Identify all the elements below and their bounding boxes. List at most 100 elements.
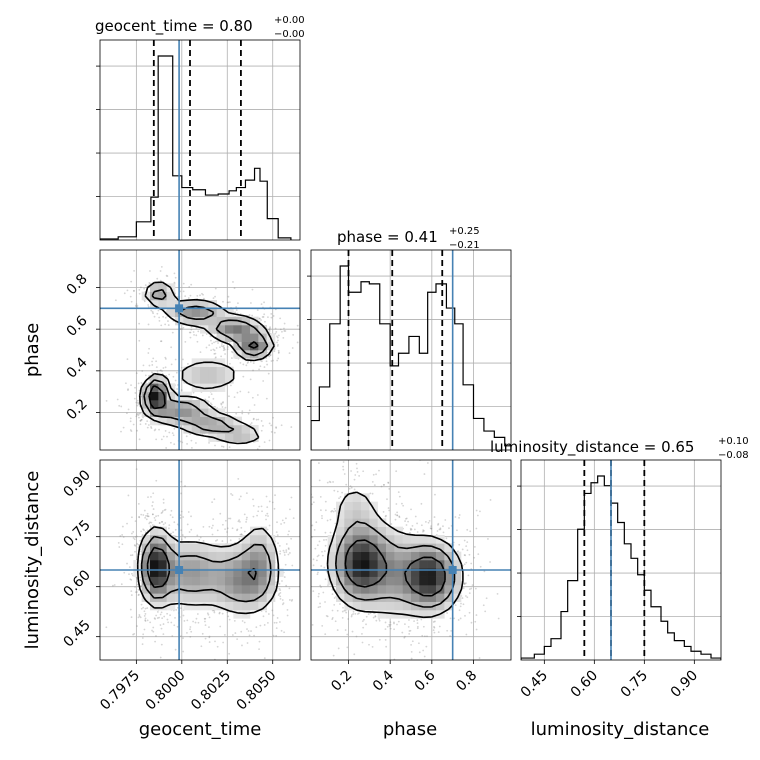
density-cell: [216, 425, 226, 434]
sample-point: [382, 483, 385, 486]
sample-point: [193, 333, 195, 336]
sample-point: [164, 316, 167, 319]
sample-point: [272, 416, 274, 419]
sample-point: [176, 625, 179, 628]
sample-point: [267, 372, 270, 375]
sample-point: [422, 649, 425, 652]
density-cell: [208, 576, 217, 586]
sample-point: [251, 396, 254, 399]
density-cell: [200, 366, 209, 376]
sample-point: [157, 309, 160, 312]
sample-point: [262, 615, 265, 618]
density-cell: [158, 383, 167, 392]
sample-point: [271, 501, 274, 504]
sample-point: [477, 553, 480, 556]
sample-point: [277, 351, 280, 354]
sample-point: [175, 608, 178, 611]
sample-point: [288, 587, 291, 590]
density-cell: [150, 601, 159, 611]
sample-point: [386, 498, 388, 501]
sample-point: [398, 495, 401, 498]
sample-point: [227, 615, 230, 618]
sample-point: [433, 516, 436, 518]
sample-point: [147, 515, 150, 518]
sample-point: [283, 554, 286, 556]
density-cell: [141, 568, 151, 577]
density-cell: [183, 308, 192, 317]
sample-point: [362, 470, 365, 473]
sample-point: [334, 510, 337, 512]
sample-point: [247, 412, 250, 415]
sample-point: [432, 621, 435, 623]
sample-point: [142, 364, 145, 367]
sample-point: [275, 627, 278, 629]
sample-point: [402, 504, 405, 507]
sample-point: [136, 413, 138, 416]
sample-point: [136, 404, 139, 407]
density-cell: [225, 375, 234, 384]
sample-point: [331, 593, 334, 596]
sample-point: [401, 502, 403, 505]
sample-point: [460, 602, 462, 605]
density-cell: [361, 510, 370, 519]
sample-point: [476, 514, 479, 517]
sample-point: [126, 358, 129, 361]
density-cell: [241, 576, 251, 586]
sample-point: [279, 589, 282, 592]
sample-point: [260, 505, 263, 508]
sample-point: [224, 528, 226, 531]
sample-point: [277, 594, 280, 597]
sample-point: [151, 513, 154, 516]
density-cell: [216, 366, 226, 376]
contour-level: [146, 546, 257, 589]
density-cell: [208, 568, 217, 577]
sample-point: [434, 620, 436, 623]
sample-point: [222, 401, 224, 403]
sample-point: [468, 553, 471, 556]
sample-point: [186, 619, 189, 622]
sample-point: [442, 531, 445, 534]
density-cell: [141, 560, 151, 569]
sample-point: [122, 426, 125, 429]
sample-point: [199, 536, 202, 539]
sample-point: [317, 571, 319, 574]
sample-point: [184, 295, 187, 298]
density-cell: [361, 593, 370, 602]
sample-point: [142, 416, 144, 419]
density-cell: [233, 585, 242, 594]
sample-point: [196, 534, 199, 537]
density-cell: [241, 425, 251, 434]
density-cell: [436, 593, 445, 602]
sample-point: [164, 323, 167, 326]
density-cell: [258, 576, 267, 586]
sample-point: [475, 614, 478, 616]
sample-point: [114, 299, 117, 302]
density-cell: [352, 510, 362, 519]
sample-point: [324, 531, 327, 534]
sample-point: [408, 630, 411, 632]
sample-point: [224, 406, 227, 409]
sample-point: [207, 613, 210, 616]
sample-point: [120, 405, 123, 408]
density-cell: [191, 543, 201, 552]
sample-point: [446, 612, 449, 614]
xlabel-geocent_time: geocent_time: [139, 719, 262, 740]
sample-point: [161, 370, 163, 372]
sample-point: [375, 619, 378, 622]
density-cell: [166, 408, 176, 417]
sample-point: [220, 403, 223, 406]
sample-point: [475, 628, 478, 631]
sample-point: [312, 564, 315, 567]
sample-point: [204, 398, 207, 401]
sample-point: [463, 582, 466, 585]
density-cell: [191, 316, 201, 326]
sample-point: [388, 509, 391, 512]
density-cell: [166, 593, 176, 602]
density-cell: [427, 543, 437, 552]
density-cell: [361, 560, 370, 569]
sample-point: [138, 322, 141, 325]
density-cell: [208, 416, 217, 426]
density-cell: [327, 576, 337, 586]
sample-point: [134, 305, 137, 307]
density-cell: [411, 576, 420, 586]
